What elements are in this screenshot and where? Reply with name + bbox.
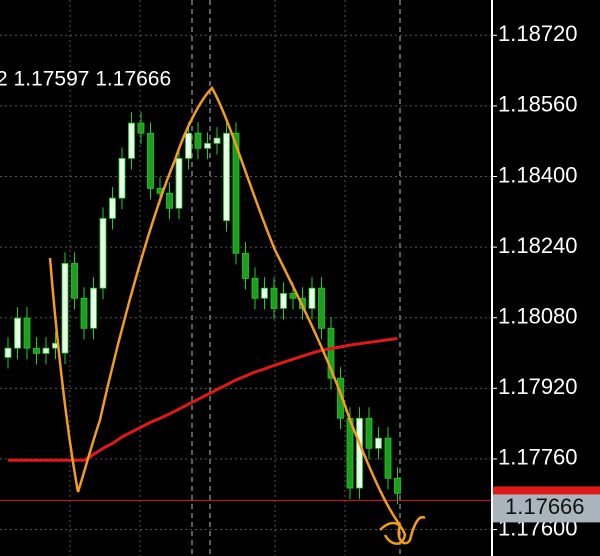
y-tick-label: 1.18720	[498, 21, 578, 46]
candle-body	[289, 293, 297, 299]
candle-body	[14, 317, 21, 349]
candle-body	[118, 158, 126, 199]
candle-body	[375, 437, 382, 449]
price-axis: 1.18720 1.18560 1.18400 1.18240 1.18080 1.179…	[492, 21, 600, 540]
current-price-label: 1.17666	[505, 494, 585, 519]
candle-body	[137, 122, 145, 134]
price-marker	[493, 494, 600, 523]
candle-body	[23, 317, 31, 349]
candle-body	[242, 252, 249, 279]
candle-body	[261, 287, 268, 299]
candle-body	[308, 287, 316, 309]
candle-body	[147, 132, 154, 189]
candle-body	[42, 347, 50, 354]
candle-body	[80, 297, 88, 329]
candle-body	[33, 347, 40, 354]
candle-body	[327, 327, 335, 379]
hand-drawing	[48, 85, 426, 545]
candle-body	[356, 417, 363, 489]
candle-body	[90, 287, 97, 329]
candle-body	[365, 417, 373, 449]
y-tick-label: 1.18080	[498, 304, 578, 329]
candle-body	[128, 122, 135, 159]
y-tick-label: 1.18240	[498, 233, 578, 258]
candle-body	[251, 278, 259, 299]
candle-body	[61, 263, 69, 354]
candle-body	[204, 143, 211, 149]
candle-body	[384, 437, 392, 479]
candle-body	[394, 477, 401, 494]
candle-body	[223, 132, 230, 222]
candle-body	[270, 287, 278, 309]
candle-body	[280, 293, 287, 309]
candle-body	[166, 192, 173, 209]
y-tick-label: 1.18560	[498, 92, 578, 117]
candle-body	[4, 347, 12, 358]
candle-body	[185, 132, 192, 159]
candle-body	[194, 132, 202, 149]
y-tick-label: 1.18400	[498, 162, 578, 187]
header-text: 2 1.17597 1.17666	[0, 68, 171, 91]
candle-body	[99, 218, 107, 289]
candle-body	[175, 158, 183, 209]
candle-body	[71, 263, 78, 299]
candle-body	[346, 417, 354, 489]
grid	[0, 0, 492, 556]
candle-body	[232, 132, 240, 254]
y-tick-label: 1.17920	[498, 374, 578, 399]
candle-body	[318, 287, 325, 329]
y-tick-label: 1.17760	[498, 445, 578, 470]
candle-body	[109, 197, 116, 219]
candle-body	[213, 137, 221, 144]
